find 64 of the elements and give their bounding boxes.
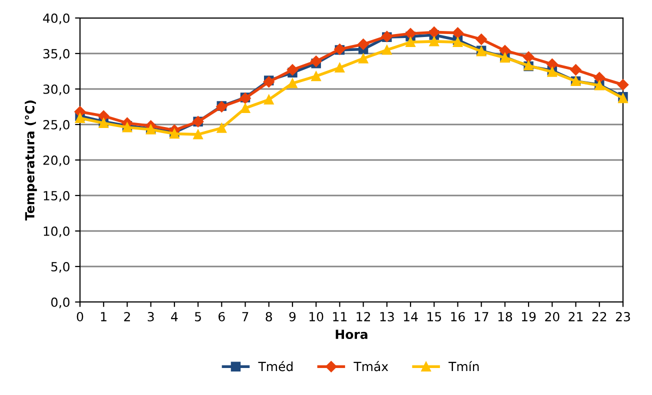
x-tick-label: 6 bbox=[218, 312, 225, 322]
x-tick-label: 1 bbox=[101, 312, 106, 322]
legend-label: Tmáx bbox=[354, 361, 388, 372]
point bbox=[264, 94, 274, 105]
point bbox=[404, 28, 416, 40]
y-axis-title: Temperatura (°C) bbox=[24, 100, 37, 220]
y-tick-label: 5,0 bbox=[51, 262, 70, 273]
x-tick-label: 4 bbox=[171, 312, 178, 322]
legend-label: Tméd bbox=[258, 361, 293, 372]
point bbox=[334, 62, 345, 73]
x-tick-label: 10 bbox=[310, 312, 324, 322]
y-tick-label: 40,0 bbox=[43, 13, 70, 24]
point bbox=[310, 56, 322, 67]
point bbox=[570, 64, 582, 76]
x-tick-label: 13 bbox=[380, 312, 394, 322]
x-tick-label: 5 bbox=[195, 312, 201, 322]
x-tick-label: 16 bbox=[451, 312, 465, 322]
point bbox=[382, 45, 392, 55]
y-tick-label: 0,0 bbox=[51, 297, 70, 308]
x-tick-label: 7 bbox=[242, 312, 248, 322]
x-tick-label: 19 bbox=[522, 312, 536, 322]
point bbox=[546, 58, 558, 70]
point bbox=[311, 71, 321, 82]
point bbox=[98, 110, 110, 122]
point bbox=[240, 103, 250, 114]
y-tick-label: 30,0 bbox=[43, 84, 70, 96]
point bbox=[406, 37, 416, 47]
x-axis-title: Hora bbox=[336, 330, 368, 340]
x-tick-label: 12 bbox=[356, 312, 370, 322]
point bbox=[499, 45, 511, 56]
point bbox=[288, 78, 298, 88]
point bbox=[522, 51, 534, 63]
point bbox=[216, 123, 227, 133]
y-tick-label: 15,0 bbox=[44, 190, 70, 202]
x-tick-label: 9 bbox=[289, 312, 296, 322]
point bbox=[594, 72, 605, 84]
y-tick-label: 10,0 bbox=[44, 226, 70, 238]
point bbox=[452, 27, 464, 39]
x-tick-label: 18 bbox=[498, 312, 512, 322]
x-tick-label: 11 bbox=[333, 312, 346, 322]
point bbox=[193, 130, 203, 140]
y-tick-label: 25,0 bbox=[43, 120, 70, 131]
x-tick-label: 8 bbox=[266, 312, 272, 322]
x-tick-label: 14 bbox=[404, 312, 418, 322]
x-tick-label: 0 bbox=[76, 312, 84, 322]
point bbox=[358, 54, 368, 64]
point bbox=[429, 36, 439, 46]
x-tick-label: 3 bbox=[148, 312, 154, 322]
point bbox=[617, 79, 629, 90]
point bbox=[286, 64, 298, 76]
x-tick-label: 23 bbox=[616, 312, 630, 322]
x-tick-label: 21 bbox=[568, 312, 583, 322]
x-tick-label: 17 bbox=[474, 312, 488, 322]
y-tick-label: 35,0 bbox=[43, 48, 70, 60]
x-tick-label: 15 bbox=[428, 312, 441, 322]
point bbox=[263, 76, 274, 88]
x-tick-label: 2 bbox=[124, 312, 130, 322]
x-tick-label: 22 bbox=[592, 312, 606, 322]
legend-label: Tmín bbox=[448, 361, 479, 372]
point bbox=[428, 26, 440, 38]
y-tick-label: 20,0 bbox=[43, 155, 70, 166]
x-tick-label: 20 bbox=[545, 312, 560, 322]
point bbox=[476, 34, 487, 45]
point bbox=[358, 38, 369, 50]
